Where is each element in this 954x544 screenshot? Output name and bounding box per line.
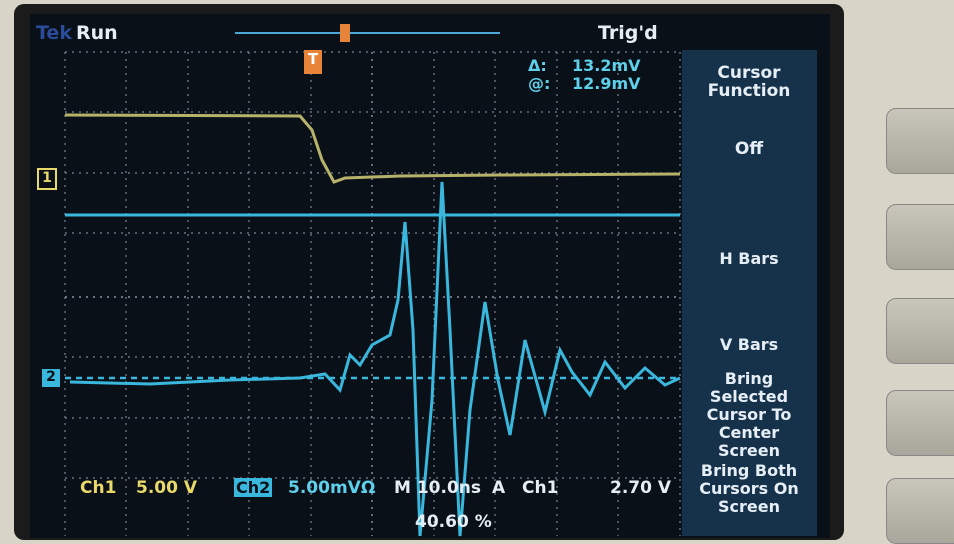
timebase: M 10.0ns [394,478,481,498]
bezel-button[interactable] [886,204,954,270]
menu-item[interactable]: H Bars [683,250,815,268]
menu-item[interactable]: Bring Both Cursors On Screen [692,462,806,516]
trigger-level: 2.70 V [610,478,671,498]
bezel-button[interactable] [886,108,954,174]
ch1-marker: 1 [37,168,57,190]
menu-item[interactable]: Off [683,140,815,158]
record-position [340,24,350,42]
brand: Tek [36,22,72,44]
ch1-label: Ch1 [80,478,116,498]
bezel-button[interactable] [886,478,954,544]
acq-state: Run [76,22,118,44]
delta-label: Δ: [528,56,547,75]
ch1-scale: 5.00 V [136,478,197,498]
bezel-button[interactable] [886,390,954,456]
trigger-position: 40.60 % [415,512,492,532]
ch2-marker: 2 [42,369,60,387]
trigger-status: Trig'd [598,22,658,44]
menu-title: Cursor Function [683,64,815,100]
oscilloscope: Tek Run Trig'd T Δ: 13.2mV @: 12.9mV 1 2… [0,0,954,543]
menu-item[interactable]: V Bars [683,336,815,354]
ch2-scale: 5.00mVΩ [288,478,375,498]
trigger-mode: A [492,478,505,498]
delta-value: 13.2mV [572,56,641,75]
menu-item[interactable]: Bring Selected Cursor To Center Screen [690,370,808,460]
at-label: @: [528,74,550,93]
at-value: 12.9mV [572,74,641,93]
trigger-marker: T [304,50,322,74]
trigger-source: Ch1 [522,478,558,498]
bezel-button[interactable] [886,298,954,364]
ch2-label: Ch2 [234,478,272,497]
